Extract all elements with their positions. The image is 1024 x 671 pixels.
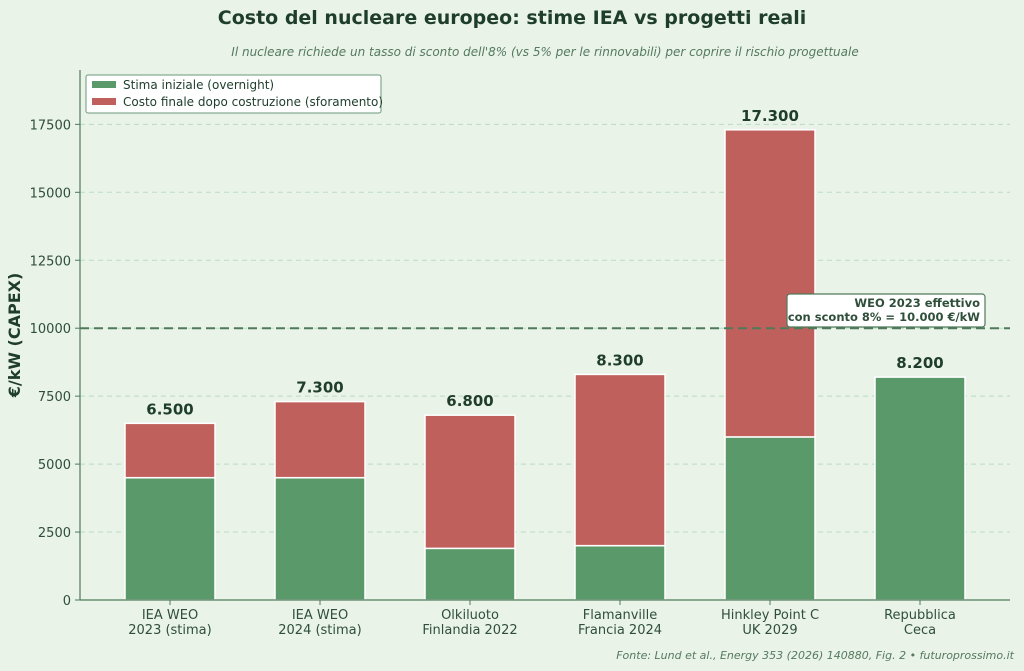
legend-box	[85, 74, 382, 114]
x-tick-label: IEA WEO	[142, 608, 198, 623]
bar-overrun	[274, 400, 366, 479]
x-tick-label: Repubblica	[884, 608, 956, 623]
bar-initial	[724, 436, 816, 601]
bar-initial	[124, 476, 216, 601]
bar-overrun	[574, 373, 666, 547]
total-label: 8.200	[896, 354, 943, 372]
bar-initial	[274, 476, 366, 601]
total-label: 7.300	[296, 379, 343, 397]
y-axis-label: €/kW (CAPEX)	[5, 273, 24, 399]
legend: Stima iniziale (overnight) Costo finale d…	[85, 74, 383, 114]
bar-initial	[424, 547, 516, 601]
y-tick-label: 17500	[30, 118, 71, 133]
y-tick-label: 10000	[30, 322, 71, 337]
legend-swatch	[92, 81, 116, 88]
x-tick-label: Ceca	[904, 623, 936, 638]
legend-label: Costo finale dopo costruzione (sforament…	[123, 95, 383, 109]
y-tick-label: 0	[63, 594, 71, 609]
x-tick-label: Olkiluoto	[441, 608, 499, 623]
reference-annotation-box	[786, 293, 986, 328]
bar-initial	[574, 544, 666, 601]
y-tick-label: 12500	[30, 254, 71, 269]
bar-overrun	[724, 129, 816, 438]
y-tick-label: 2500	[38, 526, 71, 541]
legend-label: Stima iniziale (overnight)	[123, 78, 274, 92]
x-tick-label: 2023 (stima)	[128, 623, 211, 638]
reference-annotation: WEO 2023 effettivo	[854, 296, 980, 310]
x-tick-label: UK 2029	[742, 623, 797, 638]
chart-subtitle: Il nucleare richiede un tasso di sconto …	[231, 45, 858, 59]
x-tick-label: Francia 2024	[578, 623, 662, 638]
y-tick-label: 7500	[38, 390, 71, 405]
x-tick-label: Finlandia 2022	[422, 623, 517, 638]
total-label: 6.800	[446, 392, 493, 410]
chart-title: Costo del nucleare europeo: stime IEA vs…	[218, 7, 806, 29]
bar-overrun	[424, 414, 516, 550]
bar-overrun	[124, 422, 216, 479]
x-tick-label: Hinkley Point C	[721, 608, 819, 623]
x-tick-label: Flamanville	[583, 608, 657, 623]
legend-swatch	[92, 98, 116, 105]
y-tick-label: 15000	[30, 186, 71, 201]
total-label: 6.500	[146, 400, 193, 418]
source-note: Fonte: Lund et al., Energy 353 (2026) 14…	[616, 649, 1014, 662]
total-label: 17.300	[741, 107, 799, 125]
reference-annotation: con sconto 8% = 10.000 €/kW	[788, 310, 980, 324]
y-tick-label: 5000	[38, 458, 71, 473]
total-label: 8.300	[596, 351, 643, 369]
x-tick-label: 2024 (stima)	[278, 623, 361, 638]
bar-initial	[874, 376, 966, 601]
x-tick-label: IEA WEO	[292, 608, 348, 623]
